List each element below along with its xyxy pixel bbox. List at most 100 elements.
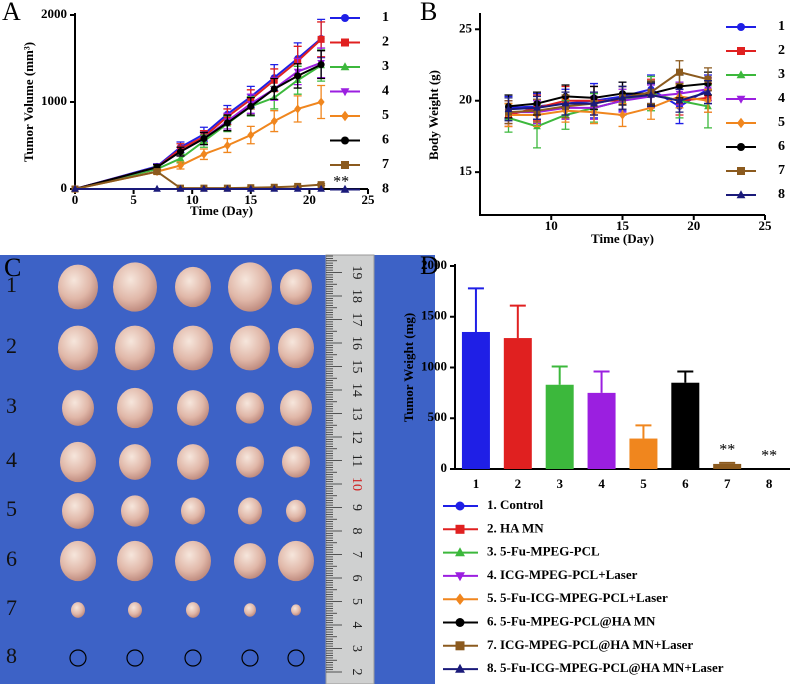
row-label: 5 xyxy=(6,496,17,521)
tumor xyxy=(236,392,264,424)
series-line xyxy=(74,37,322,190)
tumor xyxy=(62,390,94,426)
y-tick-label: 1000 xyxy=(421,358,447,373)
row-label: 6 xyxy=(6,546,17,571)
ruler-number: 4 xyxy=(349,622,364,629)
tumor xyxy=(230,325,270,371)
tumor xyxy=(71,602,85,618)
marker xyxy=(176,184,185,192)
x-tick-label: 2 xyxy=(515,476,522,491)
legend-label: 6 xyxy=(382,133,389,148)
bar xyxy=(587,392,616,469)
tumor xyxy=(60,540,96,582)
ruler-number: 6 xyxy=(349,575,364,582)
legend-label: 8. 5-Fu-ICG-MPEG-PCL@HA MN+Laser xyxy=(487,660,724,675)
error-bar xyxy=(635,424,652,439)
legend-label: 5 xyxy=(382,108,389,123)
x-tick-label: 3 xyxy=(556,476,563,491)
row-label: 3 xyxy=(6,393,17,418)
legend-label: 2. HA MN xyxy=(487,520,544,535)
x-axis-label: Time (Day) xyxy=(591,231,654,246)
ruler-number: 2 xyxy=(349,669,364,676)
marker xyxy=(619,110,626,120)
marker xyxy=(200,135,208,143)
x-tick-label: 1 xyxy=(473,476,480,491)
marker xyxy=(247,130,255,140)
tumor xyxy=(117,387,153,429)
marker xyxy=(704,87,712,95)
legend-label: 2 xyxy=(382,35,389,50)
y-axis-label: Body Weight (g) xyxy=(426,70,441,160)
tumor xyxy=(119,444,151,480)
marker xyxy=(317,181,325,189)
y-tick-label: 1000 xyxy=(41,93,67,108)
tumor xyxy=(115,325,155,371)
ruler-number: 12 xyxy=(349,430,364,444)
marker xyxy=(246,184,255,192)
panel-label: C xyxy=(4,253,21,282)
bar xyxy=(461,331,490,469)
marker xyxy=(317,61,325,69)
legend-label: 3. 5-Fu-MPEG-PCL xyxy=(487,544,600,559)
marker xyxy=(317,35,325,43)
legend-label: 5 xyxy=(778,115,785,130)
tumor xyxy=(177,444,209,480)
marker xyxy=(533,103,541,111)
series-line xyxy=(508,91,709,111)
empty-site xyxy=(287,649,305,667)
bar xyxy=(671,382,700,469)
ruler-number: 9 xyxy=(349,504,364,511)
tumor xyxy=(177,390,209,426)
tumor xyxy=(181,497,205,525)
legend-label: 7 xyxy=(778,163,785,178)
marker xyxy=(647,90,655,98)
panel-label: D xyxy=(420,251,439,280)
panel-label: B xyxy=(420,0,437,26)
marker xyxy=(294,104,302,114)
marker xyxy=(176,154,185,162)
marker xyxy=(341,14,349,22)
error-bar xyxy=(677,370,694,383)
marker xyxy=(176,148,184,156)
tumor xyxy=(60,441,96,483)
tumor xyxy=(244,603,256,617)
y-tick-label: 0 xyxy=(61,180,68,195)
x-tick-label: 15 xyxy=(616,218,630,233)
marker xyxy=(455,501,465,511)
tumor xyxy=(280,269,312,305)
x-tick-label: 25 xyxy=(362,192,376,207)
marker xyxy=(737,167,745,175)
marker xyxy=(455,524,465,534)
marker xyxy=(270,116,278,126)
marker xyxy=(455,663,465,673)
error-bar xyxy=(719,461,736,464)
marker xyxy=(223,119,231,127)
marker xyxy=(737,117,745,129)
marker xyxy=(737,47,745,55)
marker xyxy=(737,143,745,151)
row-label: 7 xyxy=(6,595,17,620)
legend-label: 8 xyxy=(778,187,785,202)
legend-label: 4 xyxy=(382,84,389,99)
x-tick-label: 4 xyxy=(598,476,605,491)
x-tick-label: 25 xyxy=(759,218,773,233)
legend-label: 7. ICG-MPEG-PCL@HA MN+Laser xyxy=(487,637,693,652)
x-tick-label: 0 xyxy=(72,192,79,207)
empty-site xyxy=(69,649,87,667)
tumor xyxy=(291,604,301,616)
row-label: 2 xyxy=(6,333,17,358)
bar xyxy=(713,463,742,469)
x-tick-label: 6 xyxy=(682,476,689,491)
ruler-number: 14 xyxy=(349,383,364,397)
marker xyxy=(223,184,232,192)
series-line xyxy=(508,82,709,108)
ruler-number: 17 xyxy=(349,313,364,327)
marker xyxy=(176,160,184,171)
marker xyxy=(200,149,208,159)
x-axis-label: Time (Day) xyxy=(190,203,253,218)
panel-label: A xyxy=(2,0,21,26)
legend-label: 6 xyxy=(778,139,785,154)
series-line xyxy=(74,38,322,190)
marker xyxy=(340,62,350,71)
